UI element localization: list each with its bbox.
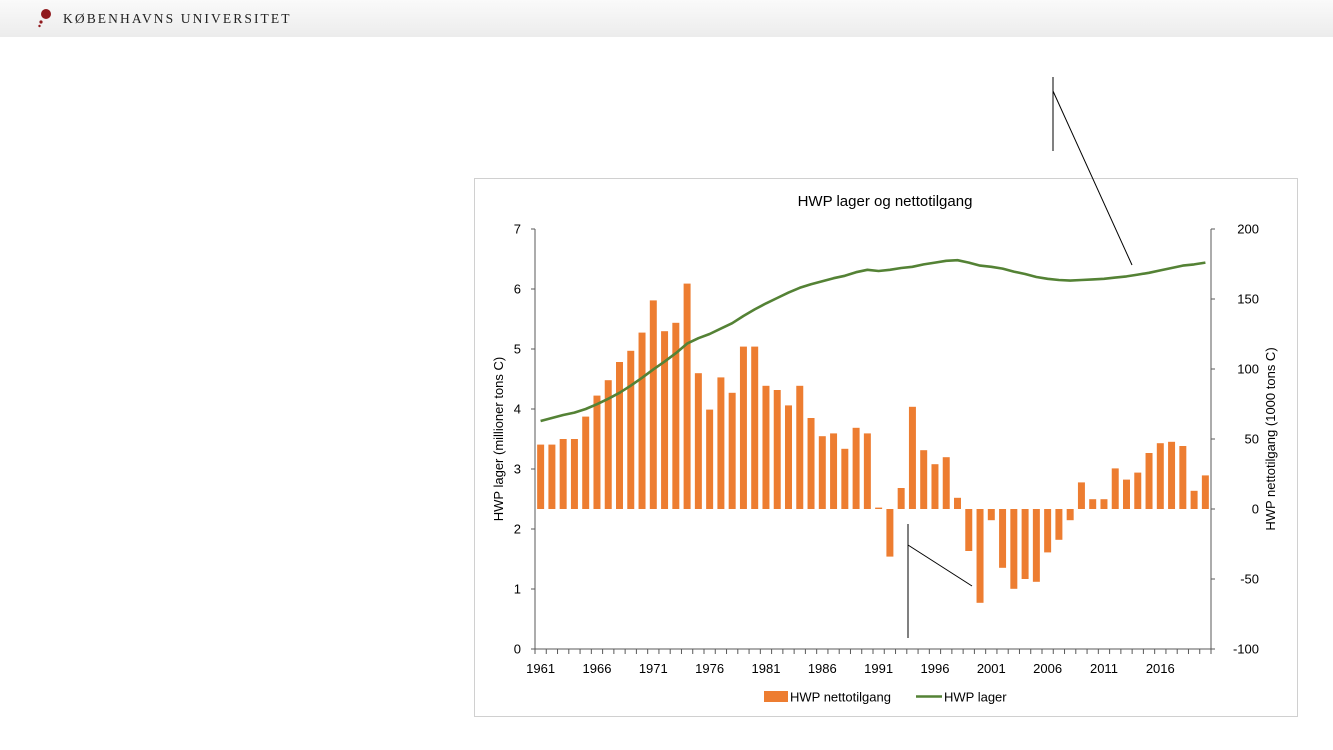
x-tick-label: 2011 [1090, 661, 1118, 676]
bar-nettotilgang [604, 380, 612, 509]
bar-nettotilgang [773, 390, 781, 509]
x-tick-label: 2006 [1033, 661, 1062, 676]
bar-nettotilgang [920, 450, 928, 509]
bar-nettotilgang [1111, 468, 1119, 509]
x-tick-label: 1981 [752, 661, 781, 676]
y-right-tick-label: 50 [1245, 432, 1259, 447]
bar-nettotilgang [559, 439, 567, 509]
bar-nettotilgang [863, 433, 871, 509]
bar-nettotilgang [751, 346, 759, 509]
bar-nettotilgang [931, 464, 939, 509]
bar-nettotilgang [537, 444, 545, 509]
x-tick-label: 2016 [1146, 661, 1175, 676]
bar-nettotilgang [852, 427, 860, 509]
bar-nettotilgang [762, 385, 770, 509]
chart-container: HWP lager og nettotilgang 0 1 2 3 4 5 6 7 -100 -50… [474, 178, 1298, 717]
bar-nettotilgang [706, 409, 714, 509]
y-left-tick-label: 3 [514, 462, 521, 477]
university-seal-icon[interactable] [38, 8, 52, 30]
bar-nettotilgang [830, 433, 838, 509]
site-header: KØBENHAVNS UNIVERSITET [0, 0, 1333, 37]
y-left-tick-label: 6 [514, 282, 521, 297]
bar-nettotilgang [627, 350, 635, 509]
y-axis-left-title: HWP lager (millioner tons C) [491, 357, 506, 521]
bar-nettotilgang [841, 448, 849, 509]
bar-nettotilgang [1190, 490, 1198, 509]
bar-nettotilgang [875, 507, 883, 509]
legend-label-lager: HWP lager [944, 690, 1007, 705]
y-right-tick-label: 150 [1237, 292, 1259, 307]
bar-nettotilgang [1077, 482, 1085, 509]
bar-nettotilgang [672, 322, 680, 509]
bar-nettotilgang [616, 362, 623, 509]
bar-nettotilgang [1123, 479, 1130, 509]
x-tick-label: 2001 [977, 661, 1006, 676]
bar-nettotilgang [1179, 446, 1187, 509]
bar-nettotilgang [1089, 499, 1097, 509]
bar-nettotilgang [694, 373, 702, 509]
bar-nettotilgang [796, 385, 804, 509]
y-right-tick-label: -50 [1240, 572, 1259, 587]
y-left-tick-label: 1 [514, 582, 521, 597]
x-tick-label: 1971 [639, 661, 668, 676]
bar-nettotilgang [954, 497, 961, 509]
chart-title: HWP lager og nettotilgang [798, 193, 973, 210]
bar-nettotilgang [649, 300, 657, 509]
bar-nettotilgang [942, 457, 950, 509]
bar-nettotilgang [818, 436, 826, 509]
bar-nettotilgang [1021, 509, 1029, 579]
bar-nettotilgang [593, 395, 601, 509]
bar-nettotilgang [987, 509, 995, 521]
bar-nettotilgang [1010, 509, 1018, 589]
bar-nettotilgang [582, 416, 590, 509]
bar-nettotilgang [1145, 453, 1153, 509]
bar-nettotilgang [548, 444, 556, 509]
y-left-tick-label: 0 [514, 642, 521, 657]
bar-nettotilgang [1134, 472, 1142, 509]
y-right-tick-label: 0 [1252, 502, 1259, 517]
x-tick-label: 1966 [583, 661, 612, 676]
y-left-tick-label: 5 [514, 342, 521, 357]
x-tick-label: 1976 [695, 661, 724, 676]
y-left-tick-label: 7 [514, 222, 521, 237]
bar-nettotilgang [570, 439, 578, 509]
bar-nettotilgang [1044, 509, 1052, 553]
university-name[interactable]: KØBENHAVNS UNIVERSITET [63, 11, 292, 26]
chart-svg: HWP lager og nettotilgang 0 1 2 3 4 5 6 7 -100 -50… [491, 193, 1278, 705]
bar-nettotilgang [638, 332, 646, 509]
bar-nettotilgang [739, 346, 747, 509]
line-hwp-lager [540, 258, 1206, 423]
legend-label-nettotilgang: HWP nettotilgang [790, 690, 891, 705]
bar-nettotilgang [1066, 509, 1074, 521]
bar-nettotilgang [785, 405, 792, 509]
bar-nettotilgang [976, 509, 984, 603]
bar-nettotilgang [728, 392, 736, 509]
y-right-tick-label: 100 [1237, 362, 1259, 377]
y-right-tick-label: -100 [1233, 642, 1259, 657]
x-tick-label: 1961 [526, 661, 555, 676]
bar-nettotilgang [886, 509, 894, 557]
bar-nettotilgang [897, 488, 905, 509]
y-axis-right-title: HWP nettotilgang (1000 tons C) [1263, 347, 1278, 530]
bar-nettotilgang [1032, 509, 1040, 582]
bar-nettotilgang [717, 377, 725, 509]
bar-nettotilgang [999, 509, 1007, 568]
bar-nettotilgang [1156, 443, 1164, 509]
y-right-tick-label: 200 [1237, 222, 1259, 237]
bar-nettotilgang [908, 406, 916, 509]
bar-nettotilgang [1201, 475, 1209, 509]
bar-nettotilgang [807, 418, 815, 509]
x-tick-label: 1986 [808, 661, 837, 676]
x-tick-label: 1991 [864, 661, 893, 676]
y-left-tick-label: 4 [514, 402, 521, 417]
bar-nettotilgang [1100, 499, 1108, 509]
bar-nettotilgang [661, 331, 669, 509]
legend-bar-swatch [764, 691, 788, 702]
x-tick-label: 1996 [921, 661, 950, 676]
bar-nettotilgang [965, 509, 973, 551]
bar-nettotilgang [1055, 509, 1063, 540]
y-left-tick-label: 2 [514, 522, 521, 537]
bar-nettotilgang [683, 283, 691, 509]
bar-nettotilgang [1168, 441, 1176, 509]
